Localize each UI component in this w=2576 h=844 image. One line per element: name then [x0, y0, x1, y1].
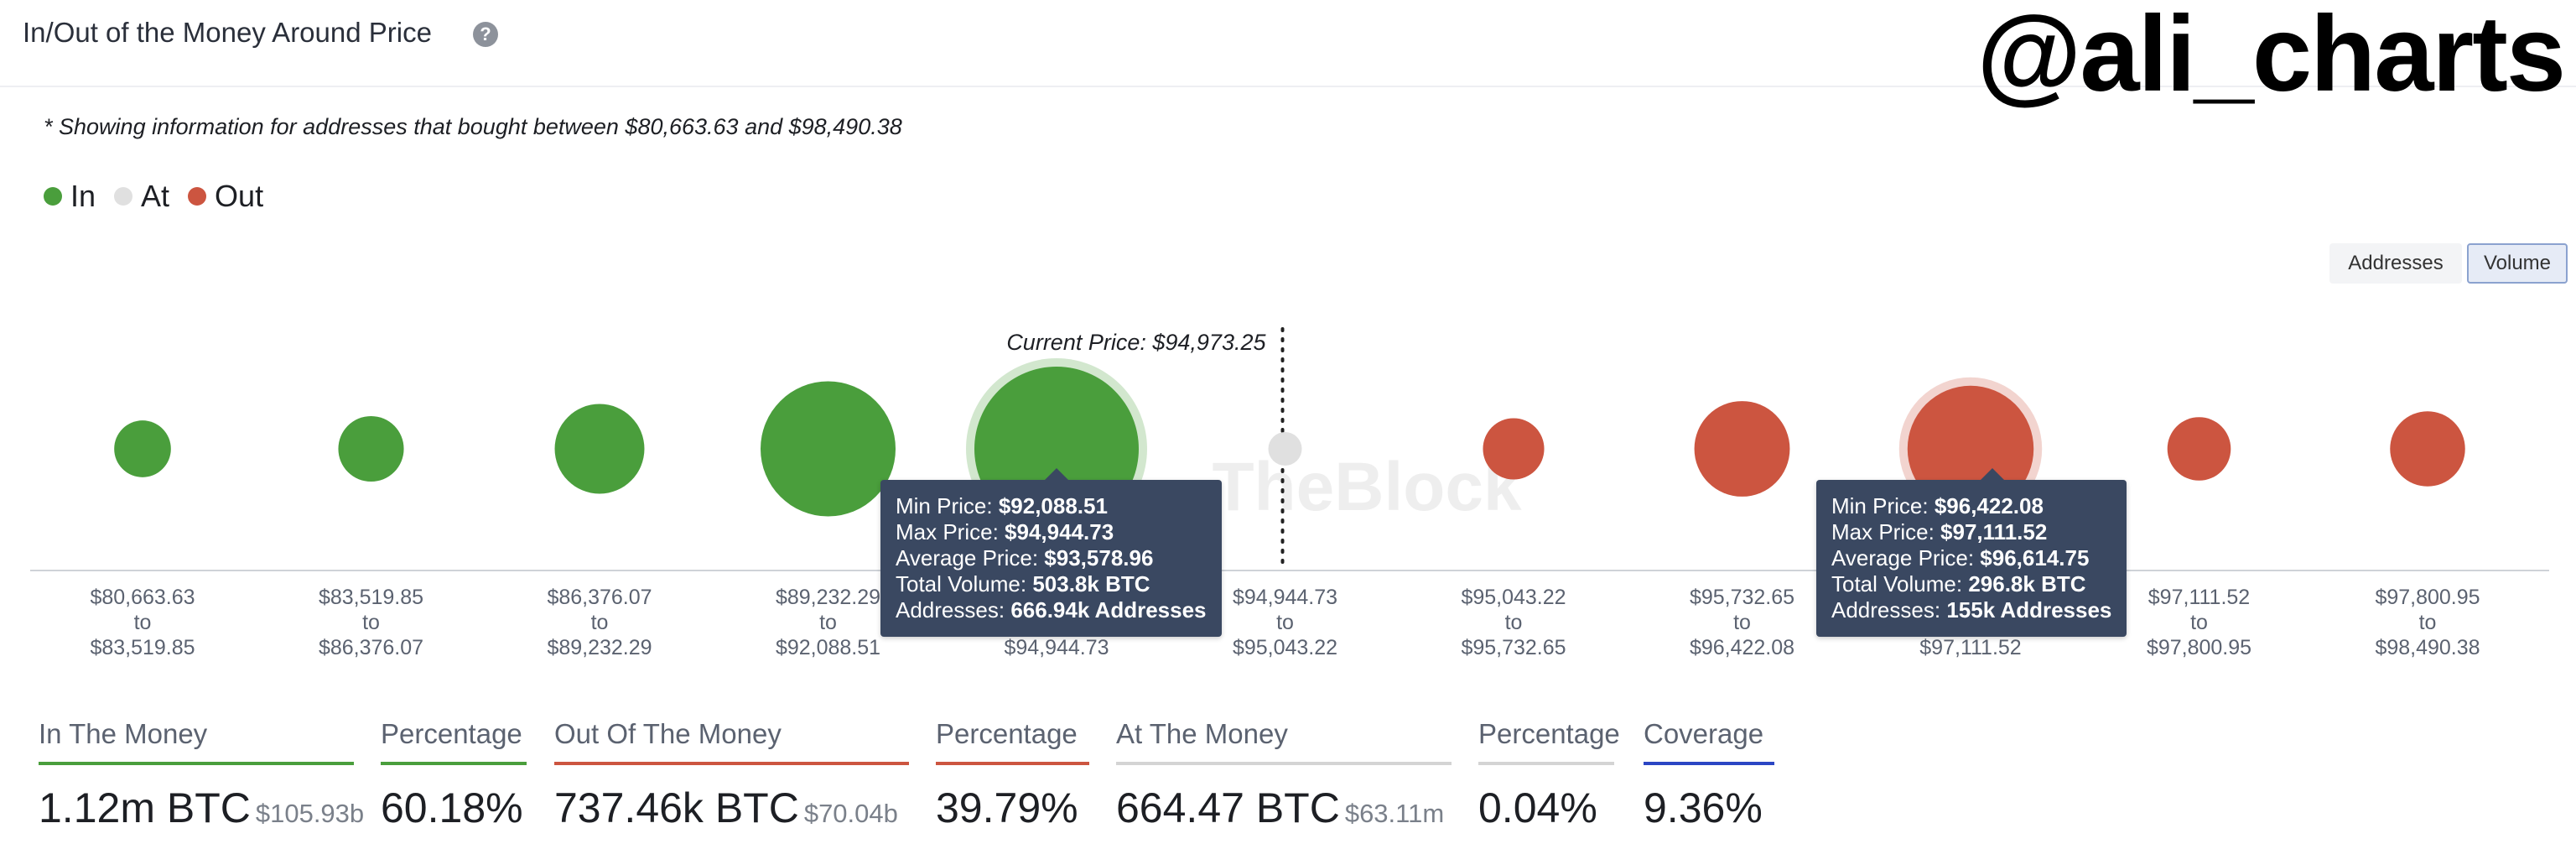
bin-range-from: $97,111.52 — [2148, 586, 2250, 609]
stat-value: 1.12m BTC $105.93b — [39, 784, 365, 831]
legend-label-in: In — [70, 179, 96, 213]
bubble-in — [760, 381, 896, 517]
tooltip-avg-price: Average Price: $93,578.96 — [896, 545, 1154, 570]
bin-range-to: $94,944.73 — [1004, 636, 1109, 659]
bin-range-to: $98,490.38 — [2375, 636, 2480, 659]
bin-range-to-word: to — [591, 611, 609, 634]
legend-dot-at — [114, 187, 133, 206]
stat-value: 9.36% — [1644, 784, 1763, 831]
stat-label: In The Money — [39, 718, 354, 765]
question-circle-icon[interactable]: ? — [473, 22, 498, 47]
tooltip-avg-price: Average Price: $96,614.75 — [1831, 545, 2090, 570]
stat-label: Coverage — [1644, 718, 1774, 765]
tooltip-volume: Total Volume: 503.8k BTC — [896, 571, 1150, 597]
stat-value: 0.04% — [1478, 784, 1597, 831]
stat-label: Percentage — [1478, 718, 1620, 765]
bin-range-from: $95,732.65 — [1690, 586, 1794, 609]
legend-dot-in — [44, 187, 62, 206]
stat-in-percentage: Percentage 60.18% — [381, 718, 527, 832]
stat-value: 664.47 BTC $63.11m — [1116, 784, 1445, 831]
stat-value: 737.46k BTC $70.04b — [554, 784, 898, 831]
bin-range-from: $83,519.85 — [319, 586, 423, 609]
bubble-tooltip: Min Price: $96,422.08 Max Price: $97,111… — [1816, 468, 2127, 637]
bubble-in — [114, 420, 171, 477]
bin-range-from: $86,376.07 — [547, 586, 652, 609]
stat-out-of-the-money: Out Of The Money 737.46k BTC $70.04b — [554, 718, 909, 832]
bin-range-to-word: to — [362, 611, 380, 634]
bin-range-to-word: to — [1505, 611, 1523, 634]
bin-range-to: $89,232.29 — [547, 636, 652, 659]
bubble-chart: TheBlock Current Price: $94,973.25 $80,663… — [30, 327, 2549, 659]
bin-range-from: $94,944.73 — [1233, 586, 1337, 609]
tooltip-addresses: Addresses: 155k Addresses — [1831, 597, 2112, 623]
bin-range-to-word: to — [2190, 611, 2208, 634]
stat-coverage: Coverage 9.36% — [1644, 718, 1774, 832]
bin-range-to-word: to — [819, 611, 837, 634]
stat-label: Out Of The Money — [554, 718, 909, 765]
bin-range-from: $80,663.63 — [90, 586, 195, 609]
legend-label-out: Out — [215, 179, 264, 213]
tooltip-min-price: Min Price: $96,422.08 — [1831, 493, 2044, 518]
stat-label: At The Money — [1116, 718, 1452, 765]
summary-stats: In The Money 1.12m BTC $105.93b Percentag… — [0, 718, 2576, 844]
tooltip-min-price: Min Price: $92,088.51 — [896, 493, 1108, 518]
bubble-out — [1694, 401, 1790, 497]
page-title: In/Out of the Money Around Price — [23, 17, 432, 48]
bubble-out — [2167, 417, 2231, 481]
bubble-out — [1483, 418, 1545, 480]
bin-range-to: $95,732.65 — [1461, 636, 1566, 659]
stat-at-percentage: Percentage 0.04% — [1478, 718, 1620, 832]
tooltip-max-price: Max Price: $94,944.73 — [896, 519, 1114, 544]
tooltip-addresses: Addresses: 666.94k Addresses — [896, 597, 1207, 623]
tooltip-max-price: Max Price: $97,111.52 — [1831, 519, 2048, 544]
bin-range-to: $96,422.08 — [1690, 636, 1794, 659]
stat-in-the-money: In The Money 1.12m BTC $105.93b — [39, 718, 365, 832]
bubble-out — [2390, 411, 2465, 487]
bin-range-from: $95,043.22 — [1461, 586, 1566, 609]
bin-range-to: $97,800.95 — [2147, 636, 2251, 659]
legend-item-in[interactable]: In — [44, 179, 96, 214]
bin-range-to: $97,111.52 — [1919, 636, 2021, 659]
bin-range-to: $92,088.51 — [776, 636, 880, 659]
stat-value: 60.18% — [381, 784, 523, 831]
bin-range-to: $95,043.22 — [1233, 636, 1337, 659]
theblock-watermark: TheBlock — [1212, 449, 1521, 525]
stat-value: 39.79% — [936, 784, 1078, 831]
stat-label: Percentage — [381, 718, 527, 765]
bin-range-to-word: to — [134, 611, 152, 634]
legend: In At Out — [44, 179, 282, 214]
bubble-in — [338, 415, 404, 482]
bubble-at — [1268, 432, 1302, 466]
legend-item-at[interactable]: At — [114, 179, 169, 214]
bin-range-from: $89,232.29 — [776, 586, 880, 609]
stat-at-the-money: At The Money 664.47 BTC $63.11m — [1116, 718, 1452, 832]
volume-toggle-button[interactable]: Volume — [2467, 243, 2568, 284]
legend-item-out[interactable]: Out — [188, 179, 263, 214]
stat-label: Percentage — [936, 718, 1089, 765]
author-watermark: @ali_charts — [1976, 0, 2566, 114]
chart-header: In/Out of the Money Around Price ? @ali_… — [0, 0, 2576, 109]
addresses-toggle-button[interactable]: Addresses — [2329, 243, 2462, 284]
bin-range-to: $83,519.85 — [90, 636, 195, 659]
bin-range-to-word: to — [2419, 611, 2437, 634]
bin-range-to: $86,376.07 — [319, 636, 423, 659]
range-note: * Showing information for addresses that… — [44, 114, 902, 139]
bubble-tooltip: Min Price: $92,088.51 Max Price: $94,944… — [880, 468, 1222, 637]
bin-range-to-word: to — [1276, 611, 1294, 634]
legend-dot-out — [188, 187, 207, 206]
bin-range-from: $97,800.95 — [2375, 586, 2480, 609]
tooltip-volume: Total Volume: 296.8k BTC — [1831, 571, 2086, 597]
bubble-in — [554, 404, 645, 494]
current-price-label: Current Price: $94,973.25 — [1006, 330, 1266, 355]
legend-label-at: At — [141, 179, 170, 213]
bin-range-to-word: to — [1733, 611, 1751, 634]
stat-out-percentage: Percentage 39.79% — [936, 718, 1089, 832]
